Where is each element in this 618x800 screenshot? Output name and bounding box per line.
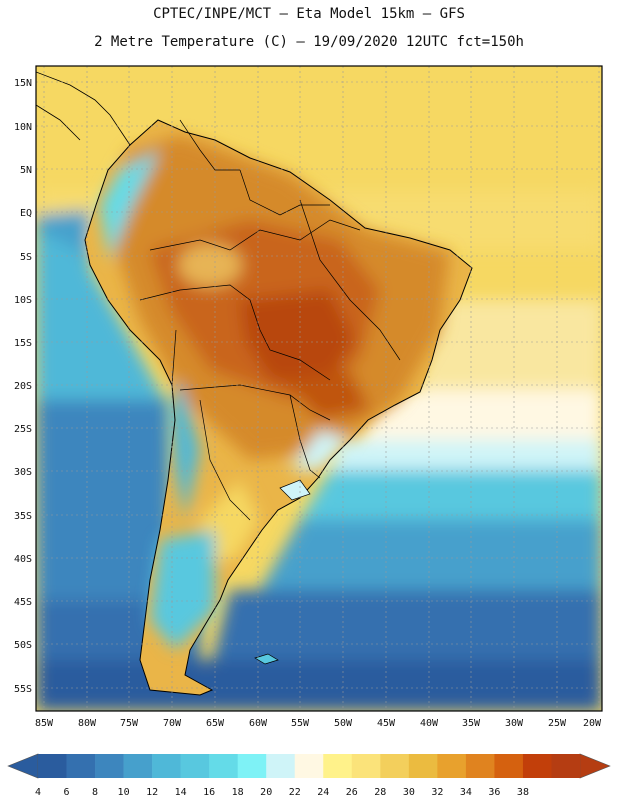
lat-label: 25S: [14, 424, 32, 435]
colorbar-label: 18: [232, 787, 244, 798]
colorbar-label: 8: [92, 787, 98, 798]
chart-subtitle: 2 Metre Temperature (C) – 19/09/2020 12U…: [94, 34, 524, 50]
colorbar-cell: [351, 754, 381, 778]
colorbar-cell: [323, 754, 353, 778]
colorbar-cell: [38, 754, 67, 778]
lat-label: 35S: [14, 511, 32, 522]
lat-axis: 15N 10N 5N EQ 5S 10S 15S 20S 25S 30S 35S…: [14, 78, 32, 695]
colorbar-cell: [152, 754, 181, 778]
colorbar-label: 34: [460, 787, 472, 798]
colorbar-label: 22: [289, 787, 301, 798]
colorbar-label: 16: [203, 787, 215, 798]
lon-label: 30W: [505, 718, 524, 729]
colorbar-label: 4: [35, 787, 41, 798]
lat-label: 15N: [14, 78, 32, 89]
colorbar-cell: [437, 754, 467, 778]
lat-label: 30S: [14, 467, 32, 478]
colorbar-label: 32: [431, 787, 443, 798]
colorbar-label: 6: [64, 787, 70, 798]
lat-label: 10S: [14, 295, 32, 306]
lon-label: 60W: [249, 718, 268, 729]
colorbar-cell: [266, 754, 296, 778]
lat-label: 15S: [14, 338, 32, 349]
lon-label: 75W: [120, 718, 139, 729]
colorbar-label: 20: [260, 787, 272, 798]
colorbar-label: 38: [517, 787, 529, 798]
colorbar-cell: [66, 754, 96, 778]
graticule: [36, 66, 602, 711]
colorbar-cell: [237, 754, 267, 778]
lat-label: 10N: [14, 122, 32, 133]
lon-label: 80W: [78, 718, 97, 729]
colorbar-cell: [294, 754, 324, 778]
colorbar-cell: [494, 754, 524, 778]
colorbar-label: 26: [346, 787, 358, 798]
colorbar-label: 30: [403, 787, 415, 798]
lat-label: 50S: [14, 640, 32, 651]
lon-label: 45W: [377, 718, 396, 729]
lat-label: 5S: [20, 252, 32, 263]
lat-label: EQ: [20, 208, 32, 219]
colorbar-label: 10: [118, 787, 130, 798]
colorbar: 4 6 8 10 12 14 16 18 20 22 24 26 28 30 32 34 36 38: [7, 753, 611, 798]
colorbar-label: 36: [488, 787, 500, 798]
chart-title: CPTEC/INPE/MCT – Eta Model 15km – GFS: [153, 6, 465, 22]
colorbar-max-arrow: [579, 753, 611, 779]
lon-label: 70W: [163, 718, 182, 729]
colorbar-cell: [408, 754, 438, 778]
colorbar-cell: [209, 754, 238, 778]
colorbar-cell: [380, 754, 410, 778]
colorbar-cell: [465, 754, 495, 778]
colorbar-label: 28: [374, 787, 386, 798]
colorbar-cell: [123, 754, 153, 778]
map-frame: [35, 65, 603, 712]
colorbar-label: 14: [175, 787, 187, 798]
lon-label: 40W: [420, 718, 439, 729]
colorbar-cell: [180, 754, 210, 778]
colorbar-label: 12: [146, 787, 158, 798]
lon-label: 25W: [548, 718, 567, 729]
colorbar-cell: [95, 754, 124, 778]
lon-label: 35W: [462, 718, 481, 729]
lon-label: 65W: [206, 718, 225, 729]
lat-label: 40S: [14, 554, 32, 565]
map-field: [36, 66, 602, 711]
lat-label: 5N: [20, 165, 32, 176]
colorbar-cell: [551, 754, 581, 778]
country-borders: [139, 119, 401, 521]
colorbar-cell: [522, 754, 552, 778]
lat-label: 55S: [14, 684, 32, 695]
lat-label: 20S: [14, 381, 32, 392]
lon-axis: 85W 80W 75W 70W 65W 60W 55W 50W 45W 40W …: [35, 718, 602, 729]
colorbar-label: 24: [317, 787, 329, 798]
lon-label: 20W: [583, 718, 602, 729]
lon-label: 55W: [291, 718, 310, 729]
lon-label: 85W: [35, 718, 54, 729]
lat-label: 45S: [14, 597, 32, 608]
lon-label: 50W: [334, 718, 353, 729]
colorbar-min-arrow: [7, 753, 39, 779]
